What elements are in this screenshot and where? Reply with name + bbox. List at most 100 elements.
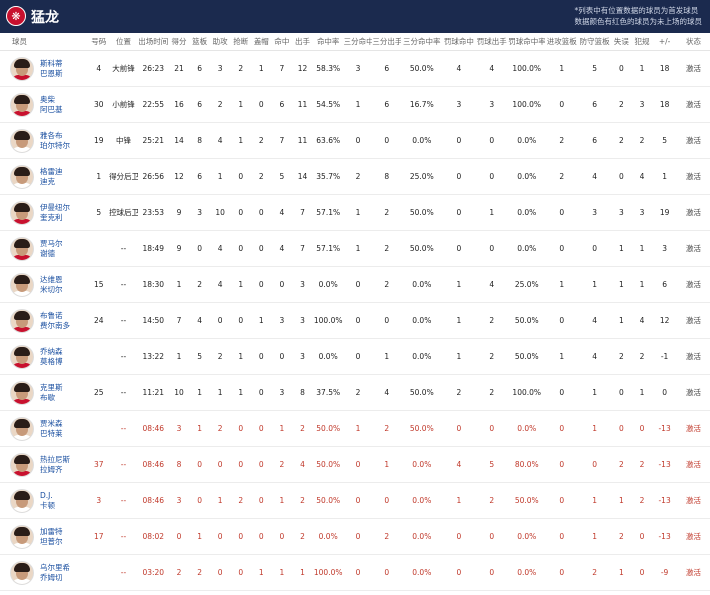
- player-name-link[interactable]: 乌尔里希 乔姆切: [40, 563, 70, 583]
- player-avatar-icon[interactable]: [10, 200, 34, 225]
- header-col-fouls[interactable]: 犯规: [631, 33, 653, 51]
- player-avatar-icon[interactable]: [10, 488, 34, 513]
- header-col-points[interactable]: 得分: [168, 33, 190, 51]
- cell-points: 1: [168, 338, 190, 375]
- cell-ft-made: 0: [442, 122, 476, 159]
- cell-3p-pct: 16.7%: [401, 86, 443, 123]
- player-name-line-2: 卡顿: [40, 500, 55, 510]
- cell-number: [88, 338, 110, 375]
- player-name-line-2: 谢德: [40, 248, 55, 258]
- cell-fg-made: 3: [271, 374, 293, 411]
- header-col-blocks[interactable]: 盖帽: [251, 33, 272, 51]
- cell-fouls: 2: [631, 446, 653, 483]
- cell-rebounds: 5: [189, 338, 210, 375]
- player-avatar-icon[interactable]: [10, 92, 34, 117]
- cell-steals: 0: [230, 410, 252, 447]
- player-name-link[interactable]: 贾米森 巴特莱: [40, 419, 63, 439]
- player-cell: 贾米森 巴特莱: [0, 410, 89, 447]
- player-name-link[interactable]: 雅各布 珀尔特尔: [40, 131, 70, 151]
- cell-minutes: 08:46: [137, 410, 169, 447]
- cell-plus-minus: 6: [652, 266, 677, 303]
- player-name-link[interactable]: 热拉尼斯 拉姆齐: [40, 455, 70, 475]
- cell-steals: 1: [230, 122, 252, 159]
- player-name-link[interactable]: 布鲁诺 费尔南多: [40, 311, 70, 331]
- cell-off-reb: 0: [545, 302, 579, 339]
- header-col-def-reb[interactable]: 防守篮板: [578, 33, 612, 51]
- cell-ft-made: 3: [442, 86, 476, 123]
- header-col-off-reb[interactable]: 进攻篮板: [545, 33, 579, 51]
- cell-points: 21: [168, 50, 190, 87]
- player-avatar-icon[interactable]: [10, 344, 34, 369]
- player-name-link[interactable]: 贾马尔 谢德: [40, 239, 63, 259]
- player-name-link[interactable]: 克里斯 布歇: [40, 383, 63, 403]
- cell-blocks: 0: [251, 446, 272, 483]
- cell-rebounds: 0: [189, 446, 210, 483]
- header-col-ft-made[interactable]: 罚球命中: [442, 33, 476, 51]
- cell-ft-att: 0: [475, 518, 509, 555]
- player-avatar-icon[interactable]: [10, 56, 34, 81]
- cell-fouls: 2: [631, 338, 653, 375]
- header-col-player[interactable]: 球员: [0, 33, 89, 51]
- cell-minutes: 18:49: [137, 230, 169, 267]
- player-name-link[interactable]: 伊曼纽尔 奎克利: [40, 203, 70, 223]
- cell-3p-pct: 50.0%: [401, 410, 443, 447]
- cell-position: --: [109, 302, 138, 339]
- header-col-assists[interactable]: 助攻: [209, 33, 231, 51]
- cell-number: 4: [88, 50, 110, 87]
- player-name-link[interactable]: 格雷迪 迪克: [40, 167, 63, 187]
- header-col-turnovers[interactable]: 失误: [611, 33, 632, 51]
- cell-3p-att: 2: [372, 266, 402, 303]
- header-col-minutes[interactable]: 出场时间: [137, 33, 169, 51]
- cell-off-reb: 0: [545, 194, 579, 231]
- header-col-3p-pct[interactable]: 三分命中率: [401, 33, 443, 51]
- player-avatar-icon[interactable]: [10, 524, 34, 549]
- header-col-position[interactable]: 位置: [109, 33, 138, 51]
- cell-ft-made: 1: [442, 338, 476, 375]
- cell-plus-minus: -13: [652, 518, 677, 555]
- header-col-fg-pct[interactable]: 命中率: [312, 33, 344, 51]
- player-avatar-icon[interactable]: [10, 236, 34, 261]
- header-col-plus-minus[interactable]: +/-: [652, 33, 677, 51]
- player-name-link[interactable]: 奥柴 阿巴基: [40, 95, 63, 115]
- player-name-link[interactable]: 达维恩 米切尔: [40, 275, 63, 295]
- table-row: 贾马尔 谢德 -- 18:49 9 0 4 0 0 4 7 57.1% 1 2 50.0% 0 0 0.0% 0 0 1…: [0, 230, 710, 267]
- player-name-link[interactable]: 斯科蒂 巴恩斯: [40, 59, 63, 79]
- player-name-line-1: D.J.: [40, 490, 53, 500]
- cell-minutes: 08:46: [137, 446, 169, 483]
- header-col-status[interactable]: 状态: [676, 33, 710, 51]
- cell-blocks: 0: [251, 482, 272, 519]
- cell-plus-minus: 19: [652, 194, 677, 231]
- header-col-ft-pct[interactable]: 罚球命中率: [508, 33, 546, 51]
- player-avatar-icon[interactable]: [10, 128, 34, 153]
- player-avatar-icon[interactable]: [10, 308, 34, 333]
- header-col-rebounds[interactable]: 篮板: [189, 33, 210, 51]
- cell-def-reb: 1: [578, 374, 612, 411]
- header-col-fg-made[interactable]: 命中: [271, 33, 293, 51]
- player-avatar-icon[interactable]: [10, 452, 34, 477]
- cell-ft-pct: 80.0%: [508, 446, 546, 483]
- cell-plus-minus: -9: [652, 554, 677, 591]
- header-col-ft-att[interactable]: 罚球出手: [475, 33, 509, 51]
- player-avatar-icon[interactable]: [10, 272, 34, 297]
- header-col-3p-att[interactable]: 三分出手: [372, 33, 402, 51]
- cell-3p-made: 0: [343, 554, 373, 591]
- player-avatar-icon[interactable]: [10, 380, 34, 405]
- header-col-fg-att[interactable]: 出手: [292, 33, 313, 51]
- cell-rebounds: 0: [189, 482, 210, 519]
- player-name-link[interactable]: 加雷特 坦普尔: [40, 527, 63, 547]
- cell-ft-pct: 0.0%: [508, 554, 546, 591]
- header-col-number[interactable]: 号码: [88, 33, 110, 51]
- player-name-link[interactable]: D.J. 卡顿: [40, 491, 55, 511]
- cell-fouls: 0: [631, 554, 653, 591]
- player-avatar-icon[interactable]: [10, 560, 34, 585]
- cell-def-reb: 4: [578, 158, 612, 195]
- header-col-steals[interactable]: 抢断: [230, 33, 252, 51]
- player-name-link[interactable]: 乔纳森 莫格博: [40, 347, 63, 367]
- cell-off-reb: 0: [545, 230, 579, 267]
- player-cell: 奥柴 阿巴基: [0, 86, 89, 123]
- player-avatar-icon[interactable]: [10, 164, 34, 189]
- header-col-3p-made[interactable]: 三分命中: [343, 33, 373, 51]
- player-avatar-icon[interactable]: [10, 416, 34, 441]
- cell-fg-made: 0: [271, 338, 293, 375]
- cell-3p-pct: 0.0%: [401, 302, 443, 339]
